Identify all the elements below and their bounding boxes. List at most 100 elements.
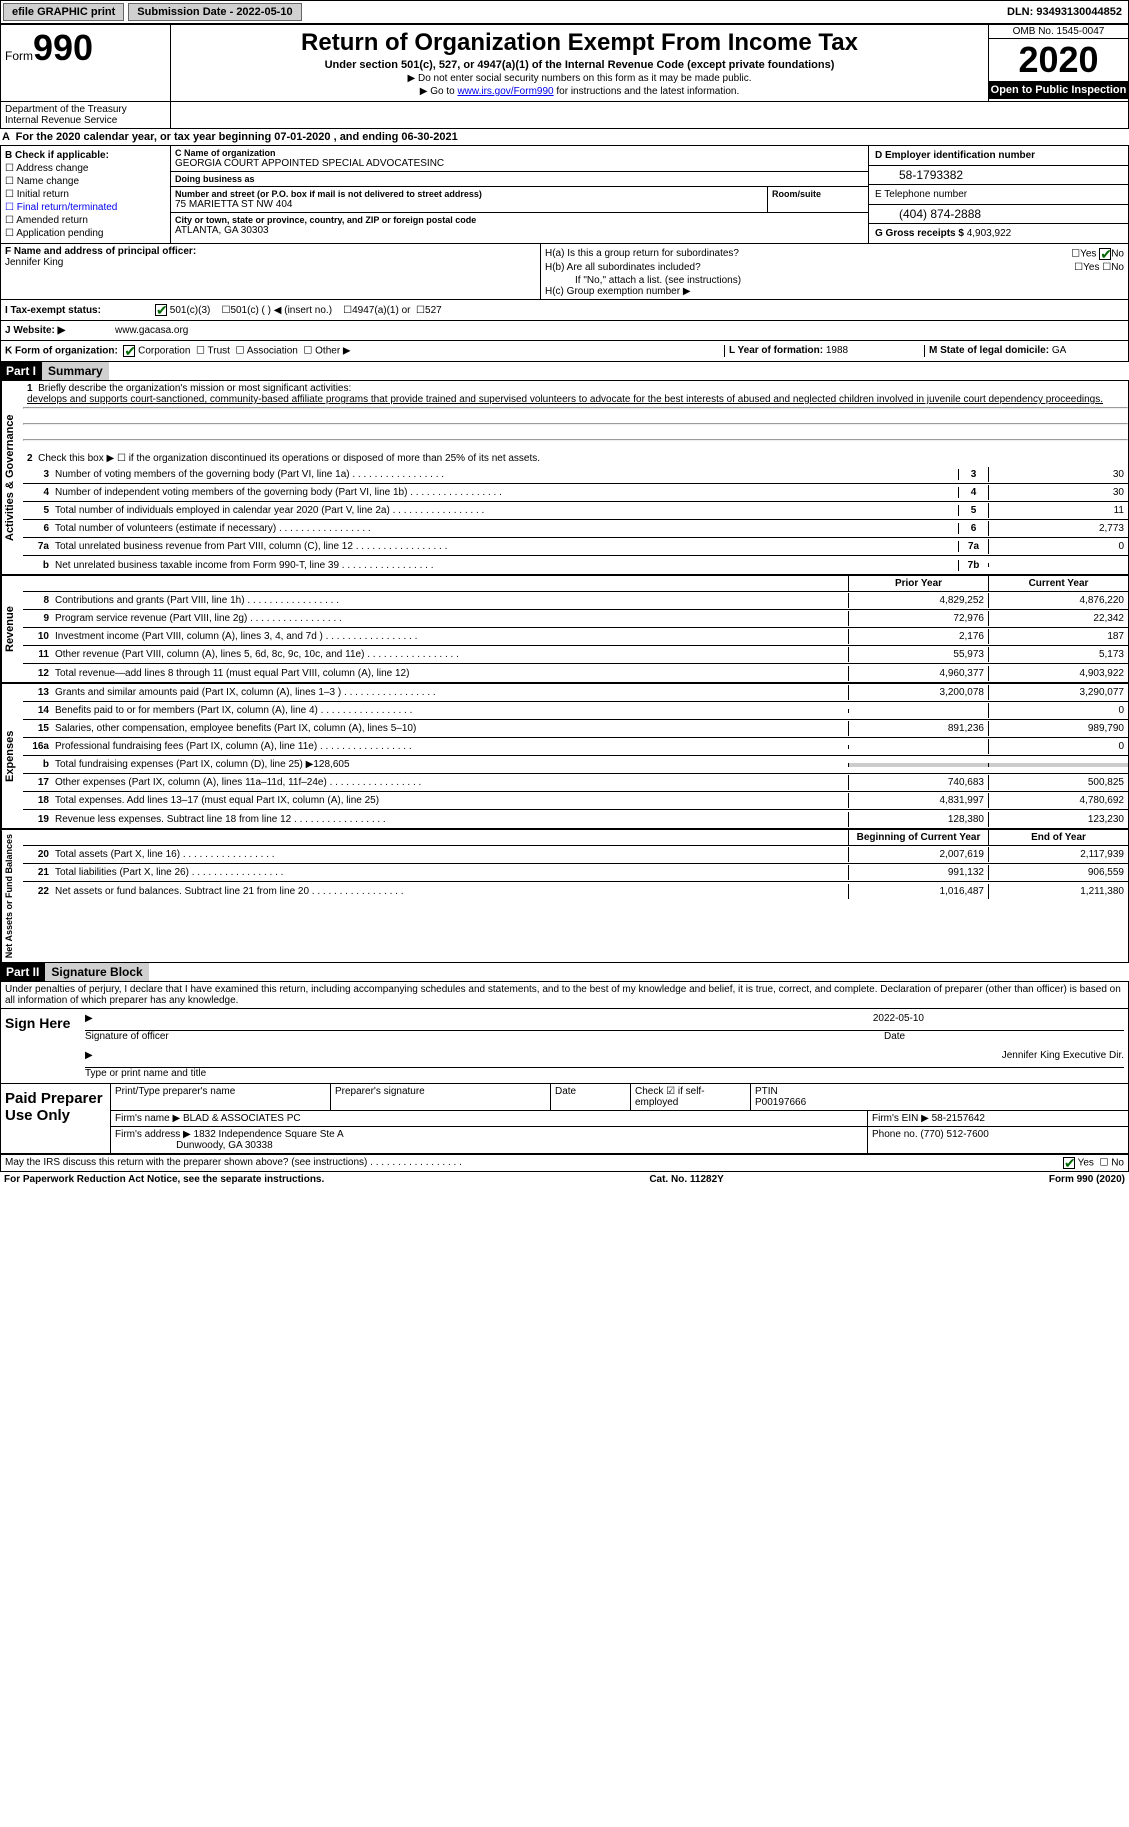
form-header: Form990 Return of Organization Exempt Fr…	[0, 24, 1129, 102]
footer-right: Form 990 (2020)	[1049, 1174, 1125, 1185]
chk-501c3[interactable]	[155, 304, 167, 316]
opt-other[interactable]: Other ▶	[315, 346, 350, 357]
irs-link[interactable]: www.irs.gov/Form990	[457, 86, 553, 97]
revenue-label: Revenue	[1, 576, 23, 682]
row-j: J Website: ▶ www.gacasa.org	[0, 321, 1129, 341]
form-990-number: 990	[33, 27, 93, 68]
row-k: K Form of organization: Corporation ☐ Tr…	[0, 341, 1129, 362]
dept-treasury: Department of the Treasury Internal Reve…	[1, 102, 171, 128]
efile-print-button[interactable]: efile GRAPHIC print	[3, 3, 124, 21]
prep-self-emp: Check ☑ if self-employed	[631, 1084, 751, 1110]
line18-prior: 4,831,997	[848, 793, 988, 808]
officer-name: Jennifer King	[5, 257, 536, 268]
opt-trust[interactable]: Trust	[208, 346, 230, 357]
line22-prior: 1,016,487	[848, 884, 988, 899]
sign-row: Sign Here ▶2022-05-10 Signature of offic…	[1, 1009, 1128, 1084]
line21-curr: 906,559	[988, 865, 1128, 880]
chk-initial[interactable]: Initial return	[17, 189, 69, 200]
org-name: GEORGIA COURT APPOINTED SPECIAL ADVOCATE…	[175, 158, 864, 169]
line17-prior: 740,683	[848, 775, 988, 790]
line18-text: Total expenses. Add lines 13–17 (must eq…	[53, 793, 848, 808]
ha-no-checked[interactable]	[1099, 248, 1111, 260]
line16a-curr: 0	[988, 739, 1128, 754]
line4-val: 30	[988, 485, 1128, 500]
line11-curr: 5,173	[988, 647, 1128, 662]
firm-phone: (770) 512-7600	[920, 1129, 988, 1140]
irs-discuss-text: May the IRS discuss this return with the…	[5, 1157, 462, 1169]
prior-year-hdr: Prior Year	[848, 576, 988, 591]
website-label: J Website: ▶	[5, 325, 115, 336]
line21-text: Total liabilities (Part X, line 26)	[53, 865, 848, 880]
line10-text: Investment income (Part VIII, column (A)…	[53, 629, 848, 644]
sig-date-label: Date	[884, 1031, 1124, 1042]
col-c: C Name of organization GEORGIA COURT APP…	[171, 146, 868, 243]
chk-name-change[interactable]: Name change	[17, 176, 79, 187]
firm-ein-label: Firm's EIN ▶	[872, 1113, 929, 1124]
chk-address-change[interactable]: Address change	[16, 163, 88, 174]
chk-app-pending[interactable]: Application pending	[16, 228, 103, 239]
opt-4947[interactable]: 4947(a)(1) or	[352, 305, 410, 316]
irs-discuss-yes[interactable]	[1063, 1157, 1075, 1169]
firm-name-label: Firm's name ▶	[115, 1113, 180, 1124]
line16a-text: Professional fundraising fees (Part IX, …	[53, 739, 848, 754]
opt-527[interactable]: 527	[425, 305, 442, 316]
ha-yes[interactable]: Yes	[1080, 249, 1096, 260]
ha-label: H(a) Is this a group return for subordin…	[545, 248, 739, 260]
irs-discuss-row: May the IRS discuss this return with the…	[0, 1154, 1129, 1172]
domicile-label: M State of legal domicile:	[929, 345, 1049, 356]
irs-no[interactable]: No	[1111, 1158, 1124, 1169]
line19-curr: 123,230	[988, 812, 1128, 827]
paid-preparer-label: Paid Preparer Use Only	[1, 1084, 111, 1153]
chk-final[interactable]: Final return/terminated	[17, 202, 118, 213]
hb-label: H(b) Are all subordinates included?	[545, 262, 701, 273]
mission-text: develops and supports court-sanctioned, …	[27, 394, 1103, 405]
line9-prior: 72,976	[848, 611, 988, 626]
part1-label: Part I	[0, 362, 42, 380]
begin-year-hdr: Beginning of Current Year	[848, 830, 988, 845]
line22-curr: 1,211,380	[988, 884, 1128, 899]
line12-prior: 4,960,377	[848, 666, 988, 681]
firm-addr2: Dunwoody, GA 30338	[176, 1140, 273, 1151]
website-value[interactable]: www.gacasa.org	[115, 325, 188, 336]
receipts-label: G Gross receipts $	[875, 228, 964, 239]
opt-501c[interactable]: 501(c) ( ) ◀ (insert no.)	[230, 305, 332, 316]
opt-assoc[interactable]: Association	[247, 346, 298, 357]
part1-title: Summary	[42, 362, 109, 380]
line15-text: Salaries, other compensation, employee b…	[53, 721, 848, 736]
penalty-text: Under penalties of perjury, I declare th…	[1, 982, 1128, 1009]
line5-text: Total number of individuals employed in …	[53, 503, 958, 518]
col-h: H(a) Is this a group return for subordin…	[541, 244, 1128, 299]
line20-prior: 2,007,619	[848, 847, 988, 862]
line-a: A For the 2020 calendar year, or tax yea…	[0, 129, 1129, 146]
firm-phone-label: Phone no.	[872, 1129, 918, 1140]
hb-no[interactable]: No	[1111, 262, 1124, 273]
row-fh: F Name and address of principal officer:…	[0, 244, 1129, 300]
col-f: F Name and address of principal officer:…	[1, 244, 541, 299]
hb-yes[interactable]: Yes	[1083, 262, 1099, 273]
title-box: Return of Organization Exempt From Incom…	[171, 25, 988, 101]
line7a-val: 0	[988, 539, 1128, 554]
year-formation: 1988	[826, 345, 848, 356]
officer-label: F Name and address of principal officer:	[5, 246, 196, 257]
col-d: D Employer identification number 58-1793…	[868, 146, 1128, 243]
domicile: GA	[1052, 345, 1066, 356]
line18-curr: 4,780,692	[988, 793, 1128, 808]
part2-title: Signature Block	[45, 963, 148, 981]
line10-curr: 187	[988, 629, 1128, 644]
firm-name: BLAD & ASSOCIATES PC	[183, 1113, 301, 1124]
form-org-label: K Form of organization:	[5, 346, 118, 357]
sign-name-label: Type or print name and title	[85, 1068, 1124, 1079]
form-number-box: Form990	[1, 25, 171, 101]
chk-corp[interactable]	[123, 345, 135, 357]
footer: For Paperwork Reduction Act Notice, see …	[0, 1172, 1129, 1187]
sign-here-label: Sign Here	[1, 1009, 81, 1083]
city-label: City or town, state or province, country…	[175, 215, 864, 225]
hb-note: If "No," attach a list. (see instruction…	[545, 275, 1124, 286]
open-inspection: Open to Public Inspection	[989, 81, 1128, 99]
chk-amended[interactable]: Amended return	[16, 215, 88, 226]
line3-val: 30	[988, 467, 1128, 482]
governance-label: Activities & Governance	[1, 381, 23, 574]
line7b-val	[988, 563, 1128, 567]
line6-text: Total number of volunteers (estimate if …	[53, 521, 958, 536]
line19-text: Revenue less expenses. Subtract line 18 …	[53, 812, 848, 827]
